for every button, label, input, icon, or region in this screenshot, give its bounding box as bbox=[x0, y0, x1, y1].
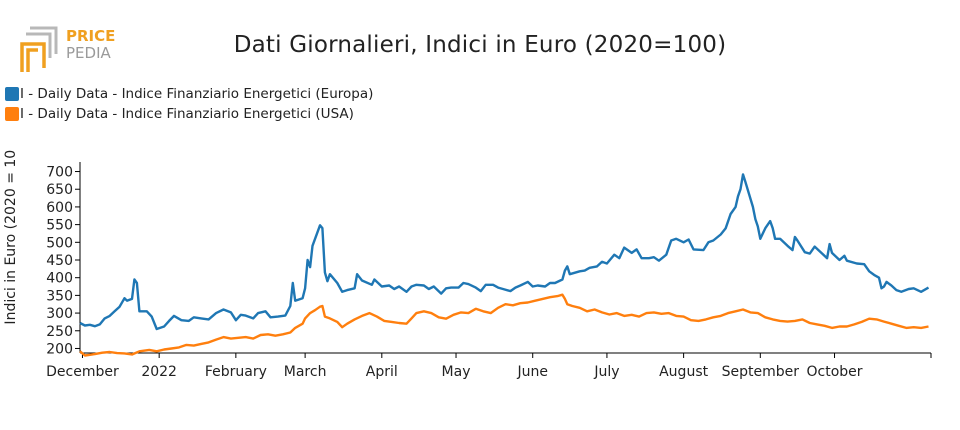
series-line-usa[interactable] bbox=[79, 293, 929, 357]
legend-label-usa: I - Daily Data - Indice Finanziario Ener… bbox=[20, 106, 354, 122]
x-tick-label: March bbox=[284, 364, 327, 380]
legend: I - Daily Data - Indice Finanziario Ener… bbox=[5, 84, 373, 124]
logo-text-pedia: PEDIA bbox=[66, 44, 111, 62]
y-tick-label: 500 bbox=[46, 235, 73, 251]
legend-label-europa: I - Daily Data - Indice Finanziario Ener… bbox=[20, 86, 374, 102]
x-axis: December 2022 February March April May June Jul… bbox=[46, 352, 932, 380]
y-tick-label: 450 bbox=[46, 253, 73, 269]
x-tick-label: April bbox=[366, 364, 398, 380]
logo-mark-icon bbox=[20, 26, 58, 72]
logo-text-price: PRICE bbox=[66, 27, 115, 45]
y-axis-label: Indici in Euro (2020 = 100) bbox=[3, 150, 19, 325]
x-tick-label: February bbox=[205, 364, 267, 380]
x-tick-label: October bbox=[807, 364, 863, 380]
y-tick-label: 550 bbox=[46, 218, 73, 234]
series-lines bbox=[79, 173, 930, 357]
y-tick-label: 300 bbox=[46, 306, 73, 322]
legend-swatch-europa bbox=[5, 87, 19, 101]
x-tick-label: September bbox=[722, 364, 800, 380]
y-tick-label: 400 bbox=[46, 271, 73, 287]
legend-swatch-usa bbox=[5, 107, 19, 121]
y-tick-label: 700 bbox=[46, 165, 73, 181]
x-tick-label: December bbox=[46, 364, 119, 380]
y-tick-label: 200 bbox=[46, 341, 73, 357]
series-line-europa[interactable] bbox=[79, 173, 930, 331]
x-tick-label: May bbox=[442, 364, 471, 380]
y-tick-label: 650 bbox=[46, 182, 73, 198]
x-tick-label: July bbox=[593, 364, 619, 380]
legend-item-europa[interactable]: I - Daily Data - Indice Finanziario Ener… bbox=[5, 84, 373, 104]
x-tick-label: 2022 bbox=[141, 364, 177, 380]
x-tick-label: August bbox=[659, 364, 709, 380]
y-tick-label: 250 bbox=[46, 324, 73, 340]
chart-title: Dati Giornalieri, Indici in Euro (2020=1… bbox=[233, 32, 727, 58]
y-tick-label: 350 bbox=[46, 288, 73, 304]
y-tick-label: 600 bbox=[46, 200, 73, 216]
pricepedia-logo: PRICE PEDIA bbox=[20, 26, 115, 72]
x-tick-label: June bbox=[516, 364, 548, 380]
legend-item-usa[interactable]: I - Daily Data - Indice Finanziario Ener… bbox=[5, 104, 373, 124]
